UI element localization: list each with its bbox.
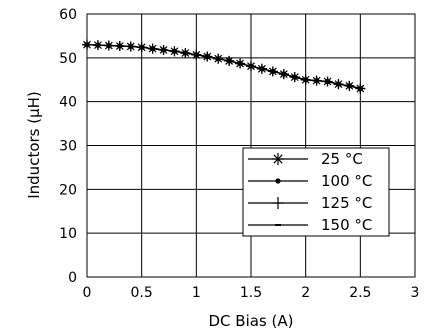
grid-lines bbox=[86, 13, 416, 278]
y-tick-label: 60 bbox=[59, 7, 77, 23]
data-point bbox=[235, 58, 246, 69]
data-point bbox=[158, 44, 169, 55]
data-point bbox=[333, 79, 344, 90]
y-tick-label: 20 bbox=[59, 182, 77, 198]
legend-box bbox=[242, 147, 390, 237]
x-tick-label: 0.5 bbox=[131, 285, 153, 301]
y-tick-label: 30 bbox=[59, 139, 77, 155]
data-point bbox=[114, 40, 125, 51]
x-tick-label: 1 bbox=[192, 285, 201, 301]
legend-marker bbox=[272, 197, 284, 209]
y-tick-labels: 0 10 20 30 40 50 60 bbox=[59, 7, 77, 286]
data-point bbox=[289, 72, 300, 83]
data-point bbox=[246, 61, 256, 72]
series-line bbox=[86, 44, 361, 90]
series-line bbox=[86, 44, 361, 90]
data-point bbox=[355, 83, 366, 94]
data-point bbox=[82, 39, 92, 50]
legend-label: 125 °C bbox=[321, 194, 372, 212]
data-point bbox=[344, 80, 355, 91]
data-point bbox=[311, 75, 322, 86]
plot-area bbox=[86, 13, 416, 278]
legend-marker bbox=[275, 178, 281, 184]
data-point bbox=[224, 55, 235, 66]
x-tick-label: 2.5 bbox=[349, 285, 371, 301]
series-line bbox=[86, 44, 361, 90]
x-tick-labels: 0 0.5 1 1.5 2 2.5 3 bbox=[83, 285, 420, 301]
data-point bbox=[92, 40, 103, 51]
legend-marker bbox=[272, 153, 284, 165]
y-tick-label: 40 bbox=[59, 95, 77, 111]
data-point bbox=[180, 48, 191, 59]
data-point bbox=[267, 66, 278, 77]
data-point bbox=[213, 53, 224, 64]
data-point bbox=[147, 43, 158, 54]
y-axis-title: Inductors (µH) bbox=[25, 91, 43, 199]
y-tick-label: 10 bbox=[59, 226, 77, 242]
series-line bbox=[86, 44, 361, 90]
data-point bbox=[322, 76, 333, 87]
data-point bbox=[136, 42, 147, 53]
data-point bbox=[191, 49, 202, 60]
y-tick-label: 50 bbox=[59, 51, 77, 67]
legend-label: 150 °C bbox=[321, 216, 372, 234]
data-point bbox=[125, 41, 136, 52]
data-point bbox=[256, 63, 267, 74]
x-tick-label: 1.5 bbox=[240, 285, 262, 301]
legend: 25 °C 100 °C 125 °C 150 °C bbox=[242, 147, 390, 237]
x-tick-label: 0 bbox=[83, 285, 92, 301]
data-point bbox=[169, 46, 180, 57]
legend-label: 25 °C bbox=[321, 150, 363, 168]
y-tick-label: 0 bbox=[68, 270, 77, 286]
x-tick-label: 3 bbox=[411, 285, 420, 301]
data-series bbox=[82, 39, 366, 94]
legend-label: 100 °C bbox=[321, 172, 372, 190]
x-axis-title: DC Bias (A) bbox=[209, 312, 294, 330]
data-point bbox=[300, 74, 311, 85]
data-point bbox=[202, 51, 213, 62]
data-point bbox=[103, 40, 114, 51]
x-tick-label: 2 bbox=[301, 285, 310, 301]
data-point bbox=[278, 69, 289, 80]
